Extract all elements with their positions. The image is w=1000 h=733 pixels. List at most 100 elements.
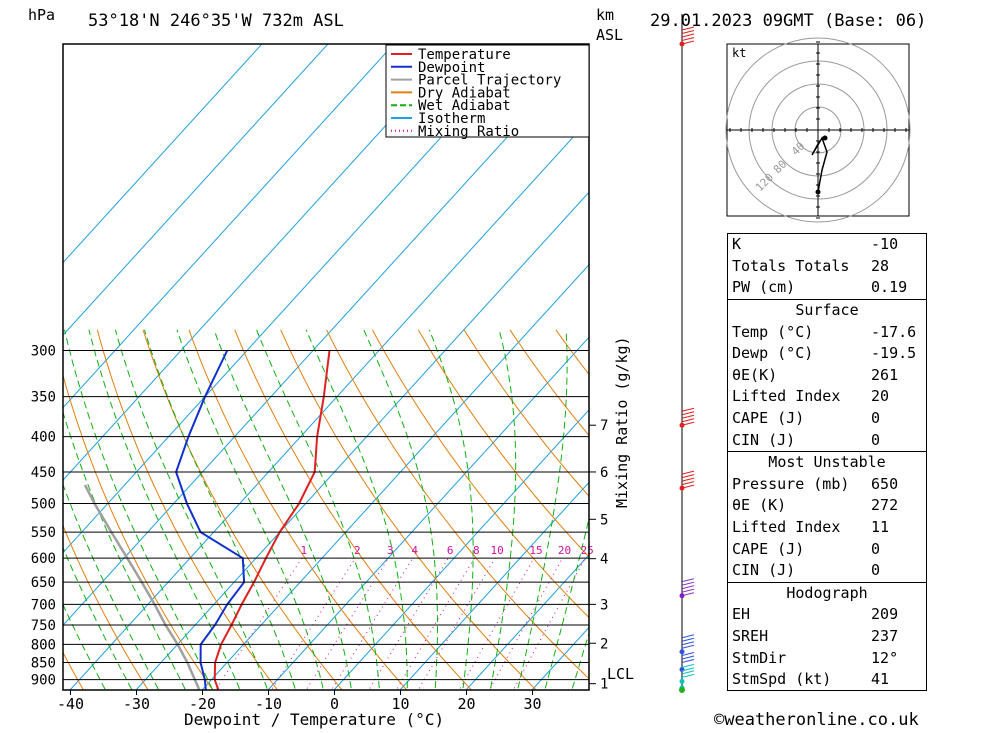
index-label: CAPE (J) [732,409,805,428]
wet-adiabat-line [428,329,474,690]
dry-adiabat-line [326,329,589,680]
index-value: 28 [871,256,890,275]
general-indices: K -10 Totals Totals 28 PW (cm) 0.19 [727,233,927,300]
wind-barb-flag [681,37,695,41]
isotherm-line [63,44,527,554]
legend-item: Mixing Ratio [418,124,519,140]
index-row: θE(K) 261 [728,365,927,387]
index-label: EH [732,605,751,624]
wind-barb-flag [681,474,695,479]
mixing-ratio-label: 25 [581,544,594,557]
wind-barb-flag [681,578,695,583]
plot-frame [62,43,590,691]
legend-item: Wet Adiabat [418,98,511,114]
wind-barb-flag [681,30,695,34]
index-label: Temp (°C) [732,322,814,341]
pressure-tick-label: 800 [31,637,56,653]
wet-adiabat-line [544,516,589,690]
dry-adiabat-line [0,330,23,699]
isotherm-line [69,118,589,690]
index-value: 11 [871,518,890,537]
wind-barb-flag [681,484,695,489]
wind-barb-flag [681,634,695,639]
index-row: CAPE (J) 0 [728,538,927,560]
datetime-title: 29.01.2023 09GMT (Base: 06) [650,11,927,31]
km-tick-label: 6 [600,465,608,481]
mixing-ratio-label: 1 [301,544,308,557]
wind-barb-flag [681,407,695,412]
wind-barb-flag [681,481,695,486]
pressure-tick-label: 600 [31,551,56,567]
dry-adiabat-line [923,330,1000,699]
index-row: StmSpd (kt) 41 [728,669,927,691]
index-label: Dewp (°C) [732,344,814,363]
index-value: -19.5 [871,344,917,363]
index-value: -17.6 [871,322,917,341]
wind-barb-flag [681,667,695,672]
mixing-ratio-label: 6 [447,544,454,557]
legend-item: Dewpoint [418,60,485,76]
index-row: EH 209 [728,604,927,626]
mixing-ratio-label: 15 [529,544,542,557]
index-value: 261 [871,365,899,384]
wet-adiabat-line [363,329,438,690]
wind-barb-flag [681,592,695,597]
wind-barb [681,663,695,672]
asl-unit-label: ASL [596,26,624,44]
surface-wind-dot [679,687,685,693]
index-value: 237 [871,626,899,645]
index-row: Pressure (mb) 650 [728,474,927,496]
wind-level-dot [679,678,685,684]
wet-adiabat-line [213,329,352,690]
wet-adiabat-line [63,546,133,690]
hodograph-unit-label: kt [732,46,747,60]
wet-adiabat-line [144,329,296,690]
index-value: 650 [871,474,899,493]
temperature-tick-label: 0 [330,695,339,713]
index-value: 0 [871,409,881,428]
wet-adiabat-line [305,329,408,690]
dry-adiabat-line [417,329,589,558]
wind-barb-flag [681,659,695,664]
wind-barb [681,407,695,426]
dry-adiabat-line [280,329,537,690]
index-value: -10 [871,235,899,254]
index-row: SREH 237 [728,626,927,648]
isotherm-line [63,44,263,264]
index-value: 20 [871,387,890,406]
dry-adiabat-line [969,330,1000,699]
dry-adiabat-line [463,329,589,497]
hodograph-start-dot [815,189,821,195]
wind-barb-flag [681,655,695,660]
mixing-ratio-label: 8 [473,544,480,557]
dry-adiabat-line [63,651,85,690]
index-row: Dewp (°C) -19.5 [728,343,927,365]
legend-item: Isotherm [418,111,485,127]
index-row: Temp (°C) -17.6 [728,321,927,343]
wet-adiabat-line [88,329,241,690]
wind-barb [681,652,695,664]
wind-barb-flag [681,637,695,642]
index-label: CAPE (J) [732,539,805,558]
pressure-tick-label: 350 [31,390,56,406]
section-title: Most Unstable [768,453,886,472]
isotherm-line [63,44,329,336]
mixing-ratio-line [305,557,389,690]
wet-adiabat-line [256,329,380,690]
dry-adiabat-line [371,329,589,619]
mixing-ratio-label: 4 [411,544,418,557]
wind-barb-flag [681,670,695,675]
wind-barb-flag [681,411,695,416]
isotherm-line [201,264,589,690]
wind-barb [681,670,695,678]
wet-adiabat-line [571,631,589,690]
dry-adiabat-line [63,373,214,690]
hodograph-trace [811,136,828,193]
index-value: 0 [871,561,881,580]
wind-barb-flag [681,644,695,649]
dry-adiabat-line [509,329,589,437]
lcl-label: LCL [607,665,635,683]
index-row: θE (K) 272 [728,495,927,517]
